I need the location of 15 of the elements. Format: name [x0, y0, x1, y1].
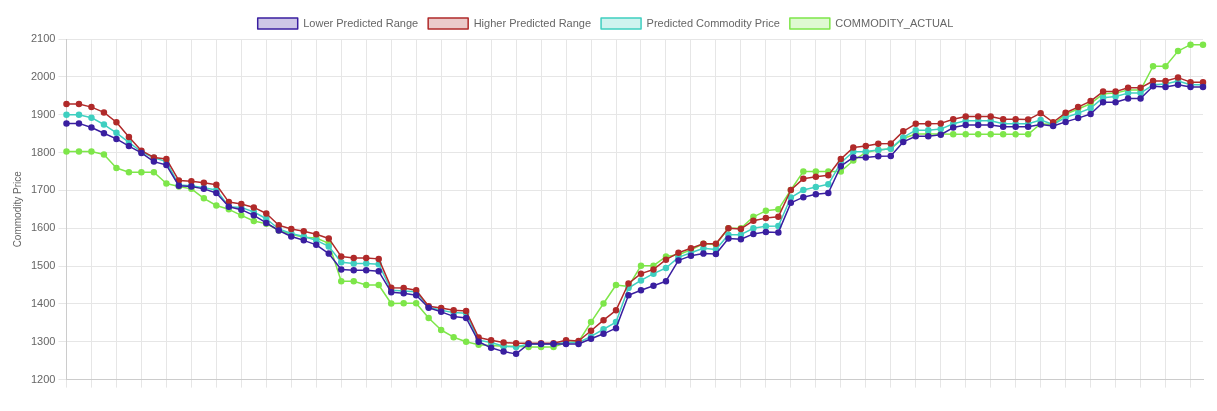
y-tick-label: 1200 [30, 372, 56, 385]
legend-label: Lower Predicted Range [303, 16, 419, 29]
y-tick-label: 2100 [30, 32, 56, 45]
legend-label: Predicted Commodity Price [646, 16, 780, 29]
y-axis-title: Commodity Price [11, 170, 23, 248]
legend-label: COMMODITY_ACTUAL [835, 16, 954, 29]
y-tick-label: 1700 [30, 183, 56, 196]
y-tick-label: 1900 [30, 107, 56, 120]
y-tick-label: 1400 [30, 296, 56, 309]
y-tick-label: 2000 [30, 69, 56, 82]
y-tick-label: 1800 [30, 145, 56, 158]
legend-label: Higher Predicted Range [473, 16, 592, 29]
y-tick-label: 1600 [30, 221, 56, 234]
y-tick-label: 1500 [30, 259, 56, 272]
y-tick-label: 1300 [30, 334, 56, 347]
